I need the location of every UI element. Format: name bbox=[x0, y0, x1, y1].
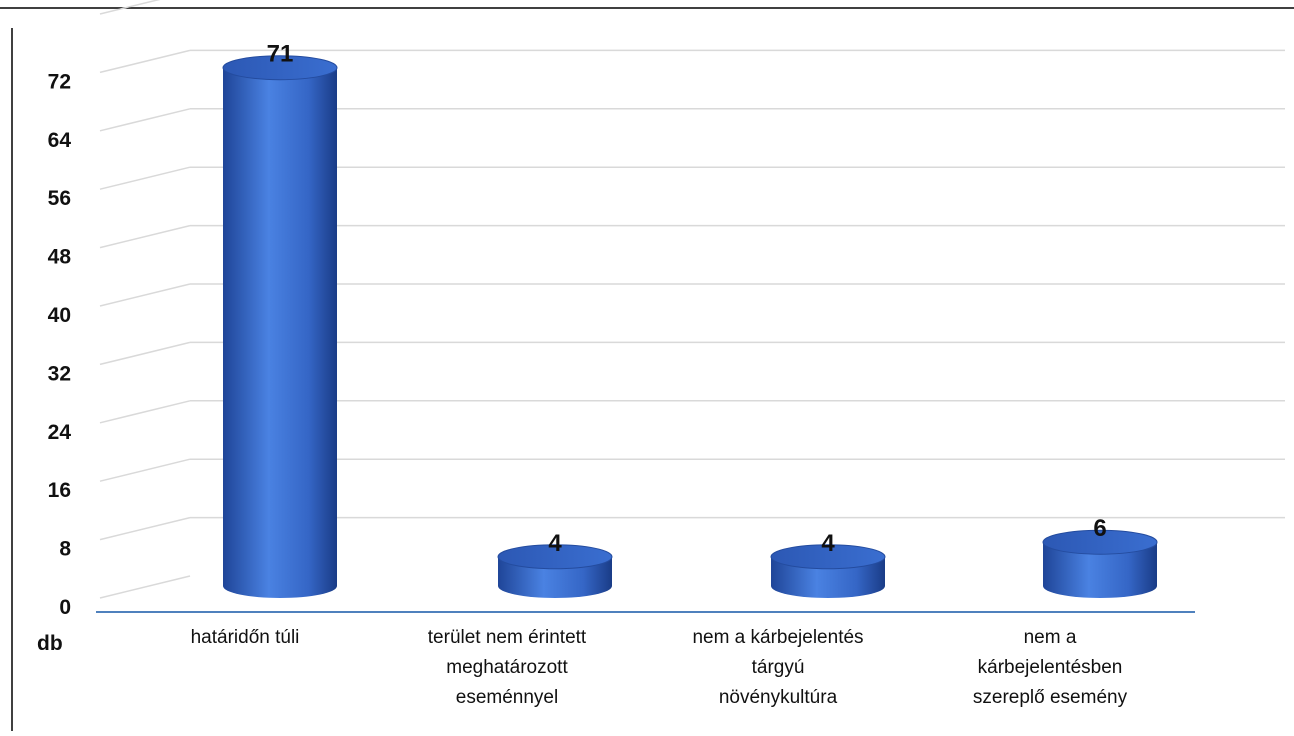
side-grid-line bbox=[99, 224, 191, 249]
bar-body bbox=[1043, 542, 1157, 598]
side-grid-line bbox=[99, 166, 191, 190]
category-label-line: szereplő esemény bbox=[973, 687, 1128, 708]
bar-top bbox=[497, 544, 613, 570]
y-tick-label: 0 bbox=[59, 596, 71, 619]
bars bbox=[222, 55, 1158, 598]
category-label-line: tárgyú bbox=[752, 657, 805, 678]
category-label: nem a kárbejelentésben szereplő esemény bbox=[973, 627, 1128, 708]
y-tick-label: 40 bbox=[48, 304, 71, 327]
bar bbox=[222, 55, 338, 598]
y-tick-label: 48 bbox=[48, 246, 72, 269]
bar-top bbox=[1042, 529, 1158, 555]
side-grid-line bbox=[99, 400, 191, 424]
data-label: 71 bbox=[267, 41, 294, 68]
y-tick-label: 56 bbox=[48, 187, 71, 210]
side-grid-line bbox=[99, 0, 161, 15]
data-labels: 71 4 4 6 bbox=[267, 41, 1107, 557]
category-label-line: eseménnyel bbox=[456, 687, 558, 708]
y-tick-label: 8 bbox=[59, 538, 71, 561]
side-grid-line bbox=[99, 516, 191, 541]
bar-top bbox=[770, 544, 886, 570]
data-label: 4 bbox=[821, 530, 835, 557]
bar bbox=[497, 544, 613, 598]
category-label-line: terület nem érintett bbox=[428, 627, 587, 648]
category-labels: határidőn túli terület nem érintett meghat… bbox=[191, 627, 1128, 708]
side-grid-line bbox=[99, 575, 191, 599]
bar bbox=[770, 544, 886, 598]
bar-body bbox=[223, 67, 337, 598]
side-grid-line bbox=[99, 283, 191, 307]
y-unit-label: db bbox=[37, 632, 63, 655]
side-grid-line bbox=[99, 341, 191, 366]
side-grid-line bbox=[99, 108, 191, 132]
side-grid-line bbox=[99, 458, 191, 482]
y-tick-labels: 0 8 16 24 32 40 48 56 64 72 bbox=[48, 70, 72, 619]
y-tick-label: 16 bbox=[48, 479, 71, 502]
data-label: 6 bbox=[1093, 515, 1106, 542]
gridlines bbox=[99, 0, 1285, 599]
category-label-line: nem a bbox=[1024, 627, 1077, 648]
category-label: nem a kárbejelentés tárgyú növénykultúra bbox=[692, 627, 863, 708]
category-label-line: növénykultúra bbox=[719, 687, 838, 708]
bar-top bbox=[222, 55, 338, 81]
side-grid-line bbox=[99, 49, 191, 74]
category-label-line: nem a kárbejelentés bbox=[692, 627, 863, 648]
y-tick-label: 64 bbox=[48, 129, 72, 152]
category-label: terület nem érintett meghatározott eseménn… bbox=[428, 627, 587, 708]
category-label-line: kárbejelentésben bbox=[978, 657, 1123, 678]
y-tick-label: 32 bbox=[48, 362, 71, 385]
data-label: 4 bbox=[548, 530, 562, 557]
category-label-line: határidőn túli bbox=[191, 627, 300, 648]
category-label-line: meghatározott bbox=[446, 657, 568, 678]
y-tick-label: 24 bbox=[48, 421, 72, 444]
bar bbox=[1042, 529, 1158, 598]
y-tick-label: 72 bbox=[48, 70, 71, 93]
category-label: határidőn túli bbox=[191, 627, 300, 648]
